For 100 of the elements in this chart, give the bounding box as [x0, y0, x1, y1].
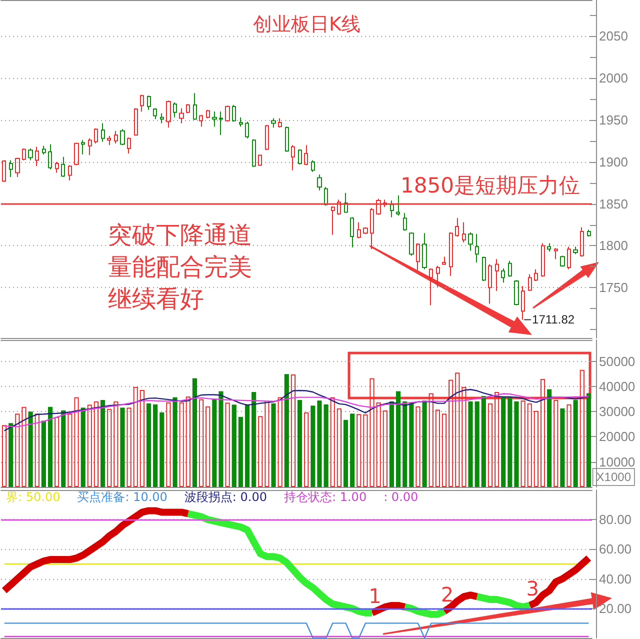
candlestick	[22, 148, 26, 161]
candlestick	[528, 274, 532, 292]
bar	[494, 392, 500, 487]
text: 创业板日K线	[253, 14, 360, 36]
bar	[297, 400, 302, 487]
annotation: 3	[526, 576, 539, 600]
bar	[501, 396, 506, 487]
bar	[435, 410, 440, 487]
bar	[481, 396, 486, 487]
bar	[225, 402, 230, 487]
bar	[28, 412, 33, 487]
candlestick	[324, 186, 328, 206]
candlestick	[298, 148, 302, 165]
candlestick	[42, 145, 46, 155]
candlestick	[179, 108, 184, 124]
candlestick	[403, 212, 407, 232]
candlestick	[219, 111, 223, 136]
bar	[580, 370, 584, 487]
y-tick-label: 1800	[599, 238, 628, 254]
bar	[198, 399, 204, 487]
y-tick-label: 20000	[599, 429, 636, 444]
bar	[271, 403, 276, 487]
candlestick	[587, 229, 591, 238]
y-tick-label: 80.00	[599, 512, 632, 528]
candlestick	[462, 222, 466, 243]
y-tick-label: 2000	[599, 70, 628, 86]
ref-line-label: 1850是短期压力位	[400, 173, 580, 198]
y-tick-label: 60.00	[599, 542, 632, 557]
candlestick	[495, 258, 499, 292]
annotation: 1711.82	[532, 312, 575, 327]
bar	[310, 406, 316, 487]
annotation: 量能配合完美	[108, 253, 252, 281]
candlestick	[508, 260, 512, 278]
candlestick	[48, 144, 52, 170]
annotation: 继续看好	[108, 285, 204, 313]
candlestick	[173, 102, 177, 118]
candlestick	[199, 114, 203, 128]
bar	[160, 412, 164, 487]
bar	[488, 403, 493, 487]
candlestick	[265, 124, 269, 151]
legend-label: : 0.00	[384, 490, 418, 504]
candlestick	[160, 112, 164, 124]
bar	[8, 423, 14, 487]
bar	[336, 408, 342, 487]
candlestick	[468, 232, 473, 252]
candlestick	[278, 118, 282, 128]
bar	[284, 374, 289, 487]
bar	[409, 402, 414, 487]
bar	[264, 400, 270, 487]
candlestick	[337, 199, 341, 216]
candlestick	[554, 248, 558, 260]
candlestick	[363, 226, 368, 234]
candlestick	[455, 218, 459, 238]
bar	[153, 404, 158, 487]
bar	[179, 402, 184, 487]
candlestick	[140, 94, 144, 112]
bar	[258, 416, 263, 487]
candlestick	[475, 234, 479, 264]
candlestick	[225, 105, 230, 122]
candlestick	[331, 206, 335, 236]
candlestick	[245, 121, 249, 139]
candlestick	[291, 144, 295, 171]
candlestick	[232, 104, 236, 122]
candlestick	[580, 226, 584, 258]
candlestick	[206, 109, 210, 119]
candlestick	[501, 268, 505, 284]
y-tick-label: 2050	[599, 28, 628, 44]
candlestick	[376, 198, 381, 216]
legend-label: 波段拐点: 0.00	[184, 490, 267, 504]
y-tick-label: 10000	[599, 454, 636, 470]
bar	[508, 397, 512, 487]
bar	[573, 400, 578, 487]
candlestick	[436, 265, 440, 288]
candlestick	[153, 108, 157, 120]
candlestick	[74, 142, 79, 166]
bar	[560, 408, 565, 487]
bar	[376, 402, 381, 487]
candlestick	[514, 280, 519, 306]
candlestick	[488, 264, 492, 304]
candlestick	[396, 194, 400, 216]
y-tick-label: 30000	[599, 404, 636, 420]
candlestick	[35, 146, 39, 167]
bar	[252, 392, 256, 487]
candlestick	[357, 222, 361, 239]
candlestick	[429, 268, 433, 306]
bar	[140, 390, 144, 487]
candlestick	[344, 192, 348, 213]
candlestick	[541, 242, 545, 278]
y-tick-label: 40000	[599, 378, 636, 394]
bar	[120, 408, 125, 487]
candlestick	[317, 174, 322, 191]
candlestick	[422, 232, 427, 270]
y-tick-label: 50000	[599, 354, 636, 369]
candlestick	[15, 157, 20, 178]
bar	[382, 410, 388, 487]
annotation: 突破下降通道	[108, 221, 252, 249]
y-axis-title: X1000	[596, 470, 632, 484]
bar	[48, 406, 53, 487]
bar	[74, 397, 79, 487]
candlestick	[101, 122, 105, 142]
